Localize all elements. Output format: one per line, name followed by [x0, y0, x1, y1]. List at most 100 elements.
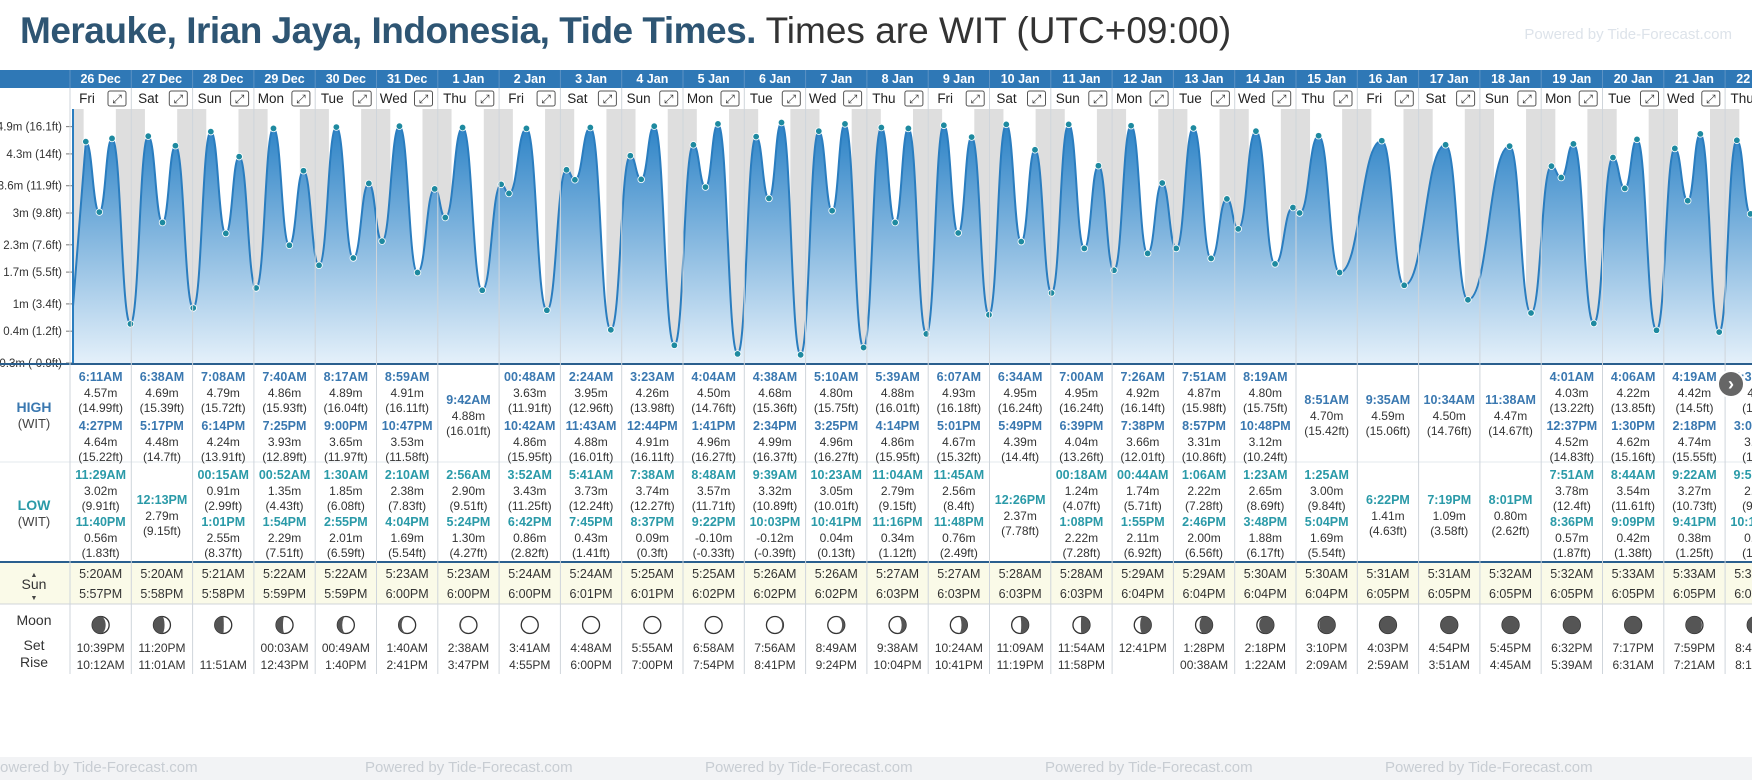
sunset-time: 6:05PM	[1612, 587, 1655, 601]
expand-day-button[interactable]: ⤢	[1517, 90, 1537, 107]
high-tide-feet: (15.95ft)	[507, 450, 552, 464]
expand-day-button[interactable]: ⤢	[1701, 90, 1721, 107]
low-tide-meters: 1.69m	[1310, 531, 1343, 545]
low-tide-time: 00:18AM	[1056, 468, 1107, 482]
low-tide-meters: 1.74m	[1126, 484, 1159, 498]
expand-day-button[interactable]: ⤢	[1210, 90, 1230, 107]
date-label: 19 Jan	[1552, 72, 1591, 86]
expand-glyph: ⤢	[1460, 92, 1471, 106]
moonrise-time: 2:59AM	[1367, 658, 1408, 672]
expand-day-button[interactable]: ⤢	[414, 90, 433, 107]
sunrise-time: 5:28AM	[1060, 567, 1103, 581]
expand-day-button[interactable]: ⤢	[230, 90, 250, 107]
moon-phase-icon	[1440, 615, 1459, 635]
moonrise-time: 7:21AM	[1674, 658, 1715, 672]
tide-point	[1335, 268, 1344, 277]
high-tide-feet: (14.99ft)	[78, 401, 123, 415]
high-tides: 7:26AM 4.92m(16.14ft) 7:38PM 3.66m(12.01ft)	[1120, 370, 1165, 464]
sunset-time: 5:59PM	[263, 587, 306, 601]
high-tide-feet: (15.95ft)	[875, 450, 920, 464]
expand-day-button[interactable]: ⤢	[536, 90, 556, 107]
expand-day-button[interactable]: ⤢	[1088, 90, 1108, 107]
expand-day-button[interactable]: ⤢	[291, 90, 311, 107]
moonrise-time: 11:58PM	[1058, 658, 1105, 672]
expand-day-button[interactable]: ⤢	[965, 90, 985, 107]
expand-glyph: ⤢	[1031, 92, 1042, 106]
high-tides: 9:35AM 4.59m(15.06ft)	[1366, 393, 1411, 438]
sunset-time: 6:00PM	[447, 587, 490, 601]
high-tide-time: 6:34AM	[998, 370, 1042, 384]
expand-day-button[interactable]: ⤢	[1333, 90, 1353, 107]
low-tide-time: 9:57AM	[1734, 468, 1752, 482]
expand-glyph: ⤢	[1644, 92, 1655, 106]
weekday-label: Thu	[872, 91, 895, 106]
high-tide-time: 12:37PM	[1546, 419, 1597, 433]
sunrise-time: 5:27AM	[876, 567, 919, 581]
low-tide-time: 11:16PM	[873, 515, 923, 529]
tide-point	[458, 123, 467, 132]
sunset-time: 6:02PM	[692, 587, 735, 601]
moonrise-time: 3:47PM	[448, 658, 489, 672]
moonset-time: 7:59PM	[1674, 641, 1715, 655]
tide-point	[765, 194, 773, 203]
expand-day-button[interactable]: ⤢	[781, 90, 801, 107]
high-tides: 4:19AM 4.42m(14.5ft) 2:18PM 4.74m(15.55ft)	[1672, 370, 1717, 464]
high-tides: 9:42AM 4.88m(16.01ft)	[446, 393, 491, 438]
low-tides: 12:26PM 2.37m(7.78ft)	[995, 493, 1046, 538]
day-column-12-jan: 12 Jan Mon ⤢ 7:26AM 4.92m(16.14ft) 7:38PM 3.66…	[1111, 70, 1169, 674]
tide-point	[815, 127, 823, 135]
high-tide-time: 5:49PM	[998, 419, 1042, 433]
expand-day-button[interactable]: ⤢	[720, 90, 740, 107]
expand-day-button[interactable]: ⤢	[475, 90, 495, 107]
sunrise-time: 5:21AM	[202, 567, 245, 581]
low-tide-meters: -0.12m	[756, 531, 793, 545]
moon-phase-icon	[459, 615, 478, 635]
expand-day-button[interactable]: ⤢	[597, 90, 617, 107]
high-tide-feet: (13.22ft)	[1549, 401, 1594, 415]
low-tide-feet: (8.4ft)	[943, 499, 974, 513]
high-tide-feet: (15.75ft)	[1243, 401, 1288, 415]
expand-day-button[interactable]: ⤢	[843, 90, 863, 107]
moon-phase-icon	[275, 615, 294, 635]
high-tides: 8:51AM 4.70m(15.42ft)	[1304, 393, 1349, 438]
low-tide-time: 8:37PM	[630, 515, 674, 529]
tide-point	[1400, 281, 1408, 289]
high-tides: 6:38AM 4.69m(15.39ft) 5:17PM 4.48m(14.7ft)	[140, 370, 185, 464]
tide-point	[1223, 195, 1231, 203]
high-tide-time: 4:19AM	[1672, 370, 1716, 384]
low-tides: 7:38AM 3.74m(12.27ft) 8:37PM 0.09m(0.3ft)	[630, 468, 675, 560]
high-tide-meters: 4.80m	[1249, 386, 1282, 400]
high-tide-feet: (16.11ft)	[385, 401, 429, 415]
moon-phase-icon	[1011, 615, 1030, 635]
expand-day-button[interactable]: ⤢	[1578, 90, 1598, 107]
expand-icon	[352, 90, 372, 107]
expand-day-button[interactable]: ⤢	[1027, 90, 1046, 107]
low-tide-feet: (6.92ft)	[1124, 546, 1162, 560]
expand-day-button[interactable]: ⤢	[1272, 90, 1292, 107]
low-tide-time: 6:42PM	[508, 515, 552, 529]
high-tide-meters: 4.26m	[636, 386, 669, 400]
expand-icon	[1272, 90, 1292, 107]
moon-shadow	[1259, 616, 1274, 634]
expand-day-button[interactable]: ⤢	[168, 90, 188, 107]
expand-day-button[interactable]: ⤢	[1394, 90, 1414, 107]
low-tide-feet: (12.4ft)	[1553, 499, 1591, 513]
expand-day-button[interactable]: ⤢	[659, 90, 679, 107]
moon-disc	[520, 615, 539, 635]
scroll-right-button[interactable]: ›	[1717, 370, 1745, 398]
expand-day-button[interactable]: ⤢	[107, 90, 127, 107]
expand-day-button[interactable]: ⤢	[1149, 90, 1169, 107]
high-tide-meters: 3.65m	[329, 435, 362, 449]
footer-powered-5: Powered by Tide-Forecast.com	[1385, 759, 1593, 776]
expand-day-button[interactable]: ⤢	[904, 90, 924, 107]
sun-row-bg	[0, 562, 1752, 604]
low-tide-meters: 3.32m	[758, 484, 791, 498]
sunrise-time: 5:27AM	[937, 567, 980, 581]
expand-day-button[interactable]: ⤢	[1640, 90, 1659, 107]
tide-point	[365, 179, 373, 188]
moonset-time: 8:40PM	[1735, 641, 1752, 655]
tide-area	[70, 122, 1752, 363]
expand-day-button[interactable]: ⤢	[352, 90, 372, 107]
tide-point	[571, 176, 579, 184]
expand-day-button[interactable]: ⤢	[1456, 90, 1476, 107]
